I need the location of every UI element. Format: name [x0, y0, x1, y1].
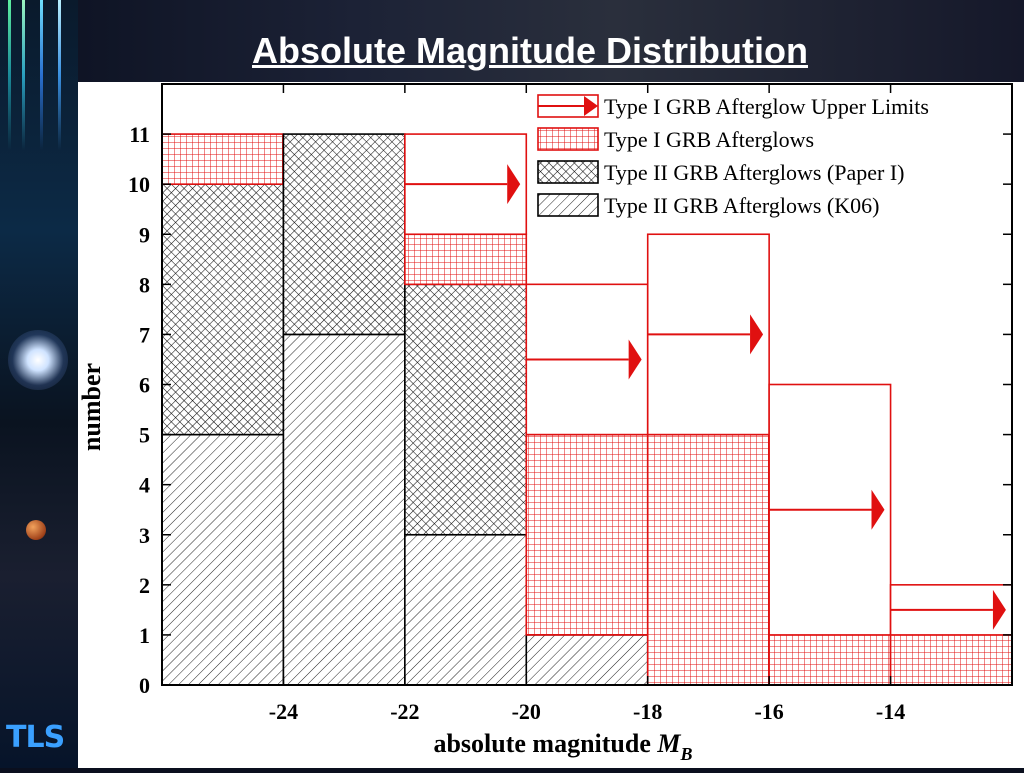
planet-image [26, 520, 46, 540]
histogram-chart: 0 1 2 3 4 5 6 7 8 9 10 11 -24 -22 -20 -18 -16 -14 Type I … [77, 83, 1013, 764]
bar-paper1 [161, 183, 285, 436]
y-tick-label: 6 [139, 373, 150, 398]
x-axis-label-symbol: M [656, 729, 681, 758]
x-tick-label: -18 [633, 699, 662, 724]
light-streak [22, 0, 25, 150]
upper-limit-arrowhead [628, 339, 642, 380]
legend-label-k06: Type II GRB Afterglows (K06) [604, 193, 879, 218]
slide-title: Absolute Magnitude Distribution [252, 30, 808, 71]
slide-header-background [0, 0, 1024, 82]
x-axis-label-subscript: B [680, 744, 693, 764]
x-tick-label: -20 [512, 699, 541, 724]
bar-typeI [889, 634, 1013, 686]
bar-k06 [404, 533, 528, 686]
bar-typeI [404, 233, 528, 286]
axes-layer: 0 1 2 3 4 5 6 7 8 9 10 11 -24 -22 -20 -18 -16 -14 [128, 83, 1013, 724]
y-tick-label: 9 [139, 222, 150, 247]
y-tick-label: 4 [139, 473, 150, 498]
legend-swatch-paper1 [537, 160, 599, 184]
bar-paper1 [404, 283, 528, 536]
light-streak [8, 0, 11, 150]
x-tick-label: -14 [876, 699, 905, 724]
x-axis-label-text: absolute magnitude [433, 729, 657, 758]
x-axis-label: absolute magnitude MB [433, 729, 692, 764]
upper-limit-arrowhead [750, 314, 764, 355]
tls-logo: TLS [6, 720, 65, 755]
star-glow [8, 330, 68, 390]
light-streak [58, 0, 61, 150]
bar-k06 [161, 433, 285, 686]
legend-label-typeI: Type I GRB Afterglows [604, 127, 814, 152]
x-tick-label: -22 [390, 699, 419, 724]
y-tick-label: 2 [139, 573, 150, 598]
y-tick-label: 11 [129, 122, 150, 147]
y-tick-label: 0 [139, 673, 150, 698]
y-tick-label: 5 [139, 423, 150, 448]
bar-k06 [282, 333, 406, 686]
legend-label-upper: Type I GRB Afterglow Upper Limits [604, 94, 929, 119]
bar-typeI [161, 133, 285, 185]
y-tick-label: 8 [139, 272, 150, 297]
bars-layer [161, 133, 1013, 686]
legend-swatch-typeI [537, 127, 599, 151]
legend-swatch-k06 [537, 193, 599, 217]
y-tick-label: 3 [139, 523, 150, 548]
legend-arrowhead [584, 96, 598, 116]
slide-side-background: TLS [0, 0, 78, 768]
upper-limit-arrowhead [992, 589, 1006, 630]
legend-label-paper1: Type II GRB Afterglows (Paper I) [604, 160, 905, 185]
chart-panel: 0 1 2 3 4 5 6 7 8 9 10 11 -24 -22 -20 -18 -16 -14 Type I … [77, 82, 1024, 768]
x-tick-label: -16 [754, 699, 783, 724]
chart-legend: Type I GRB Afterglow Upper Limits Type I … [537, 94, 929, 218]
x-tick-label: -24 [269, 699, 298, 724]
y-axis-label: number [78, 363, 106, 451]
y-tick-label: 10 [128, 172, 150, 197]
y-tick-label: 7 [139, 322, 150, 347]
bar-typeI [768, 634, 892, 686]
upper-limit-arrowhead [507, 164, 521, 205]
y-tick-label: 1 [139, 623, 150, 648]
bar-typeI [646, 433, 770, 686]
bar-typeI [525, 433, 649, 636]
bar-paper1 [282, 133, 406, 336]
light-streak [40, 0, 43, 150]
upper-limit-arrowhead [871, 489, 885, 530]
bar-k06 [525, 634, 649, 686]
